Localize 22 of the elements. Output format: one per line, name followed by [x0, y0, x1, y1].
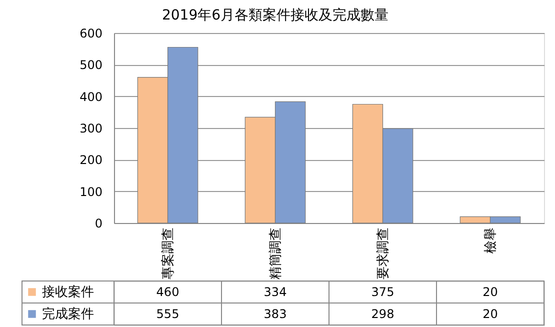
- y-tick-label: 500: [80, 58, 102, 72]
- data-label: 555: [156, 307, 180, 321]
- y-tick-label: 400: [80, 90, 102, 104]
- data-label: 375: [371, 285, 394, 299]
- y-tick-label: 200: [80, 153, 102, 168]
- data-label: 298: [371, 307, 394, 321]
- y-tick-label: 100: [80, 184, 102, 199]
- y-tick-label: 300: [80, 122, 102, 136]
- data-label: 334: [264, 285, 287, 299]
- x-tick-label: 檢舉: [483, 228, 498, 254]
- chart-title: 2019年6月各類案件接收及完成數量: [162, 6, 389, 24]
- data-label: 20: [482, 307, 498, 321]
- x-tick-label: 專案調查: [160, 228, 176, 280]
- legend-label: 完成案件: [42, 306, 94, 322]
- x-tick-label: 精簡調查: [268, 228, 284, 280]
- data-label: 20: [482, 285, 498, 299]
- y-tick-label: 0: [94, 216, 102, 230]
- x-tick-label: 要求調查: [376, 228, 391, 280]
- legend-label: 接收案件: [42, 284, 94, 300]
- data-label: 383: [264, 307, 287, 321]
- y-tick-label: 600: [80, 26, 102, 40]
- data-label: 460: [156, 285, 180, 299]
